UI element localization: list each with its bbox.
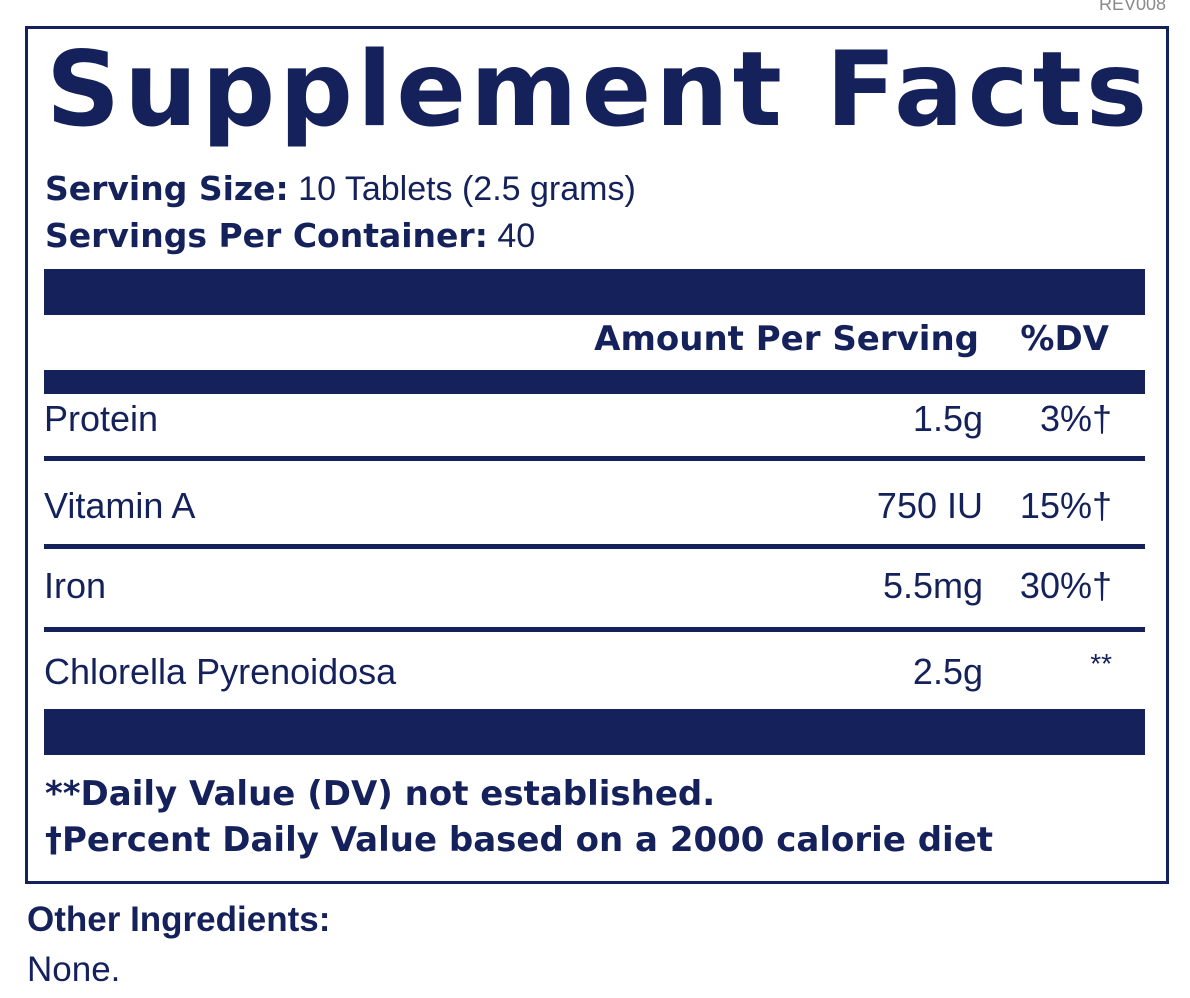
supplement-facts-panel: Supplement Facts Serving Size: 10 Tablet… <box>25 26 1169 884</box>
thick-divider-top <box>44 269 1145 315</box>
nutrient-row: Chlorella Pyrenoidosa 2.5g ** <box>44 647 1145 697</box>
row-divider <box>44 627 1145 632</box>
nutrient-row: Protein 1.5g 3%† <box>44 394 1145 444</box>
nutrient-dv: 15%† <box>1019 485 1112 526</box>
nutrient-amount: 750 IU <box>876 485 983 526</box>
servings-per-container-value: 40 <box>487 217 536 255</box>
nutrient-name: Iron <box>44 565 107 606</box>
servings-per-container-label: Servings Per Container: <box>45 216 488 255</box>
serving-size-label: Serving Size: <box>45 169 289 208</box>
nutrient-dv: 3%† <box>1039 398 1112 439</box>
footnote-percent-dv-basis: †Percent Daily Value based on a 2000 cal… <box>45 820 994 860</box>
serving-size-line: Serving Size: 10 Tablets (2.5 grams) <box>45 172 636 206</box>
footnote-dv-not-established: **Daily Value (DV) not established. <box>45 774 716 814</box>
other-ingredients-value: None. <box>27 950 121 989</box>
other-ingredients-label: Other Ingredients: <box>27 900 331 939</box>
panel-title: Supplement Facts <box>46 30 1152 150</box>
nutrient-dv: 30%† <box>1019 565 1112 606</box>
nutrient-name: Chlorella Pyrenoidosa <box>44 651 397 692</box>
nutrient-amount: 1.5g <box>912 398 983 439</box>
header-divider <box>44 370 1145 394</box>
dv-header: %DV <box>1020 319 1109 359</box>
revision-code: REV008 <box>1098 0 1166 14</box>
serving-size-value: 10 Tablets (2.5 grams) <box>288 170 636 208</box>
row-divider <box>44 544 1145 549</box>
nutrient-row: Vitamin A 750 IU 15%† <box>44 481 1145 531</box>
nutrient-amount: 2.5g <box>912 651 983 692</box>
nutrient-dv: ** <box>1090 648 1112 679</box>
nutrient-amount: 5.5mg <box>882 565 983 606</box>
servings-per-container-line: Servings Per Container: 40 <box>45 219 535 253</box>
amount-per-serving-header: Amount Per Serving <box>594 319 979 359</box>
row-divider <box>44 456 1145 461</box>
nutrient-name: Vitamin A <box>44 485 196 526</box>
nutrient-row: Iron 5.5mg 30%† <box>44 561 1145 611</box>
nutrient-name: Protein <box>44 398 159 439</box>
thick-divider-bottom <box>44 709 1145 755</box>
